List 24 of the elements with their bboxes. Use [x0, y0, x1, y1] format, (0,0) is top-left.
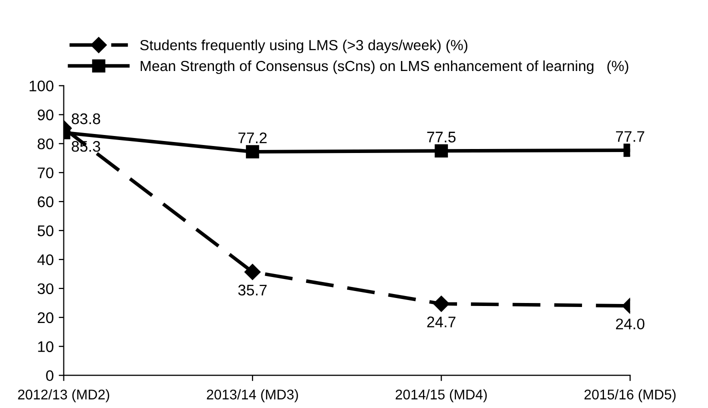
x-tick-label: 2012/13 (MD2) — [18, 389, 110, 402]
legend-label: Mean Strength of Consensus (sCns) on LMS enhancement of learning (%) — [140, 60, 628, 74]
data-label: 24.0 — [616, 318, 644, 330]
y-tick-label: 50 — [38, 225, 54, 236]
x-tick-label: 2015/16 (MD5) — [584, 389, 676, 402]
y-tick-label: 80 — [38, 138, 54, 150]
y-tick-label: 70 — [38, 167, 54, 178]
x-tick-label: 2013/14 (MD3) — [206, 389, 298, 402]
data-label: 77.5 — [427, 132, 456, 142]
y-tick-label: 30 — [38, 283, 54, 294]
y-tick-label: 60 — [38, 196, 54, 208]
legend-label: Students frequently using LMS (>3 days/week) (%) — [140, 40, 468, 54]
data-label: 77.2 — [238, 132, 267, 144]
x-tick-label: 2014/15 (MD4) — [396, 389, 487, 402]
y-tick-label: 10 — [38, 341, 54, 352]
y-tick-label: 100 — [30, 80, 54, 92]
data-label: 35.7 — [238, 284, 267, 296]
data-label: 24.7 — [427, 316, 456, 328]
data-label: 77.7 — [616, 131, 644, 142]
y-tick-label: 90 — [38, 110, 54, 120]
data-label: 83.8 — [72, 113, 100, 124]
y-tick-label: 40 — [37, 254, 54, 266]
y-tick-label: 20 — [38, 312, 54, 324]
y-tick-label: 0 — [46, 370, 54, 382]
